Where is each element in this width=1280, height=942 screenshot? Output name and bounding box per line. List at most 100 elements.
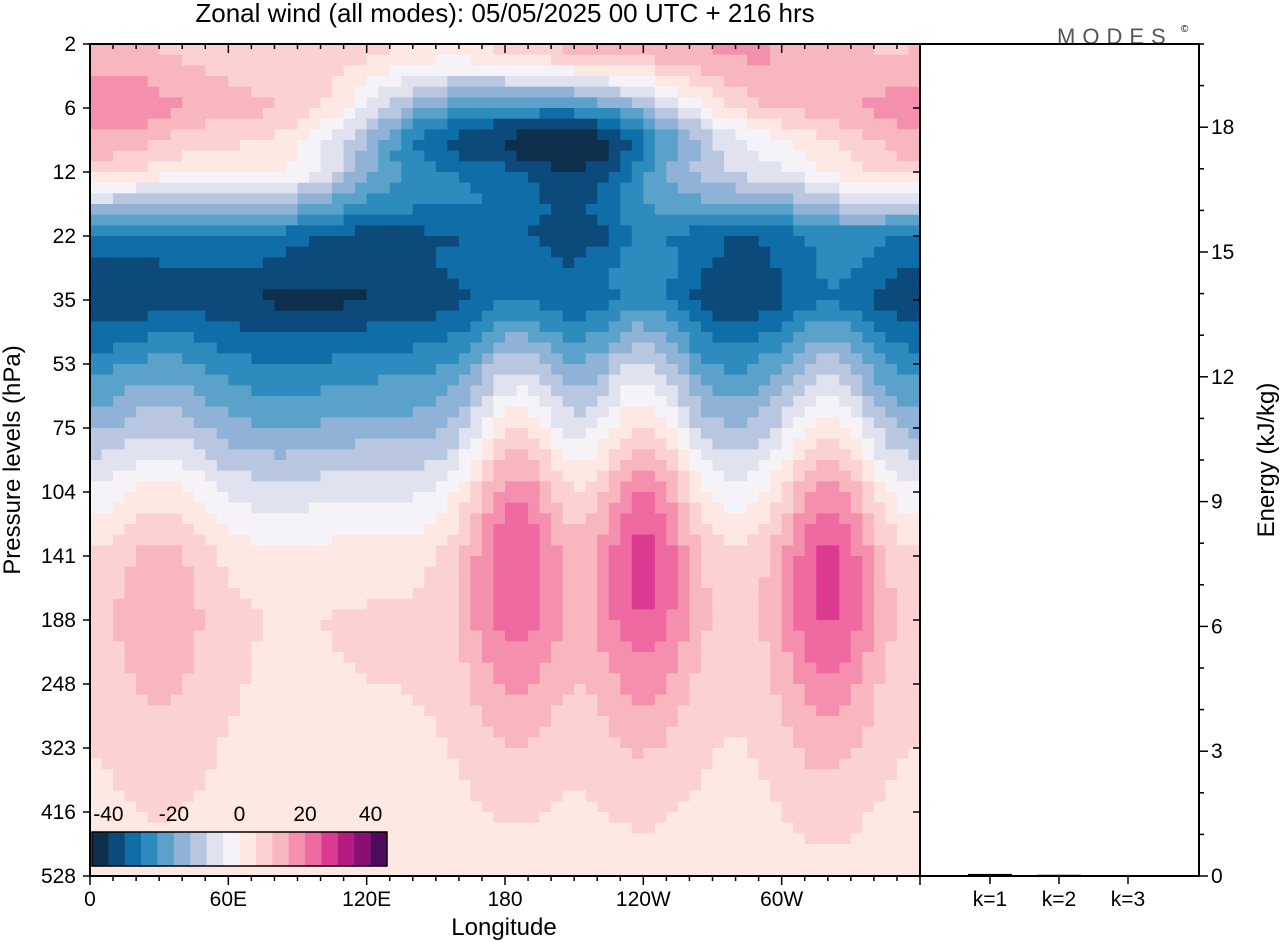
heatmap-cell [366, 406, 379, 418]
heatmap-cell [481, 108, 495, 120]
heatmap-cell [401, 300, 414, 312]
heatmap-cell [216, 598, 229, 610]
heatmap-cell [285, 342, 299, 354]
heatmap-cell [90, 364, 103, 376]
heatmap-cell [493, 225, 506, 237]
heatmap-cell [124, 545, 137, 557]
heatmap-cell [378, 289, 391, 301]
heatmap-cell [435, 694, 448, 706]
heatmap-cell [297, 161, 310, 173]
heatmap-cell [378, 673, 391, 685]
heatmap-cell [654, 609, 667, 621]
heatmap-cell [666, 97, 679, 109]
heatmap-cell [366, 182, 379, 194]
heatmap-cell [470, 278, 483, 290]
heatmap-cell [401, 182, 414, 194]
heatmap-cell [205, 609, 218, 621]
heatmap-cell [378, 278, 391, 290]
heatmap-cell [355, 705, 368, 717]
heatmap-cell [712, 566, 725, 578]
heatmap-cell [885, 385, 898, 397]
heatmap-cell [239, 481, 252, 493]
heatmap-cell [735, 385, 748, 397]
heatmap-cell [654, 534, 667, 546]
heatmap-cell [366, 204, 379, 216]
heatmap-cell [873, 513, 887, 525]
heatmap-cell [896, 257, 910, 269]
heatmap-cell [309, 310, 322, 322]
heatmap-cell [412, 225, 425, 237]
heatmap-cell [735, 588, 748, 600]
heatmap-cell [297, 492, 310, 504]
heatmap-cell [355, 481, 368, 493]
heatmap-cell [113, 193, 126, 205]
heatmap-cell [147, 620, 160, 632]
heatmap-cell [505, 737, 518, 749]
heatmap-cell [147, 140, 160, 152]
heatmap-cell [378, 609, 391, 621]
heatmap-cell [608, 609, 621, 621]
heatmap-cell [505, 652, 518, 664]
heatmap-cell [735, 300, 748, 312]
heatmap-cell [481, 364, 495, 376]
heatmap-cell [747, 758, 760, 770]
heatmap-cell [320, 577, 333, 589]
heatmap-cell [654, 364, 667, 376]
heatmap-cell [896, 332, 910, 344]
heatmap-cell [896, 214, 910, 226]
heatmap-cell [343, 620, 356, 632]
heatmap-cell [101, 385, 114, 397]
heatmap-cell [551, 374, 564, 386]
heatmap-cell [309, 385, 322, 397]
heatmap-cell [147, 236, 160, 248]
heatmap-cell [378, 108, 391, 120]
heatmap-cell [620, 641, 633, 653]
heatmap-cell [493, 44, 506, 56]
heatmap-cell [136, 492, 149, 504]
heatmap-cell [770, 268, 783, 280]
heatmap-cell [505, 129, 518, 141]
heatmap-cell [666, 652, 679, 664]
heatmap-cell [136, 97, 149, 109]
heatmap-cell [804, 182, 817, 194]
heatmap-cell [366, 694, 379, 706]
heatmap-cell [470, 406, 483, 418]
heatmap-cell [389, 438, 402, 450]
heatmap-cell [528, 193, 541, 205]
heatmap-cell [724, 321, 737, 333]
heatmap-cell [643, 588, 656, 600]
heatmap-cell [585, 428, 598, 440]
heatmap-cell [136, 726, 149, 738]
heatmap-cell [654, 268, 667, 280]
heatmap-cell [481, 748, 495, 760]
heatmap-cell [804, 65, 817, 77]
heatmap-cell [389, 502, 402, 514]
heatmap-cell [666, 598, 679, 610]
heatmap-cell [781, 694, 794, 706]
heatmap-cell [666, 705, 679, 717]
heatmap-cell [447, 630, 460, 642]
heatmap-cell [908, 332, 921, 344]
heatmap-cell [574, 214, 587, 226]
heatmap-cell [343, 513, 356, 525]
heatmap-cell [401, 502, 414, 514]
heatmap-cell [216, 278, 229, 290]
heatmap-cell [401, 481, 414, 493]
heatmap-cell [631, 118, 644, 130]
heatmap-cell [700, 417, 714, 429]
heatmap-cell [896, 577, 910, 589]
heatmap-cell [285, 737, 299, 749]
heatmap-cell [309, 534, 322, 546]
heatmap-cell [885, 225, 898, 237]
heatmap-cell [816, 620, 829, 632]
heatmap-cell [562, 385, 575, 397]
heatmap-cell [424, 449, 437, 461]
heatmap-cell [239, 780, 252, 792]
heatmap-cell [113, 204, 126, 216]
heatmap-cell [574, 406, 587, 418]
heatmap-cell [481, 246, 495, 258]
heatmap-cell [424, 545, 437, 557]
heatmap-cell [539, 118, 552, 130]
heatmap-cell [332, 577, 345, 589]
heatmap-cell [470, 428, 483, 440]
